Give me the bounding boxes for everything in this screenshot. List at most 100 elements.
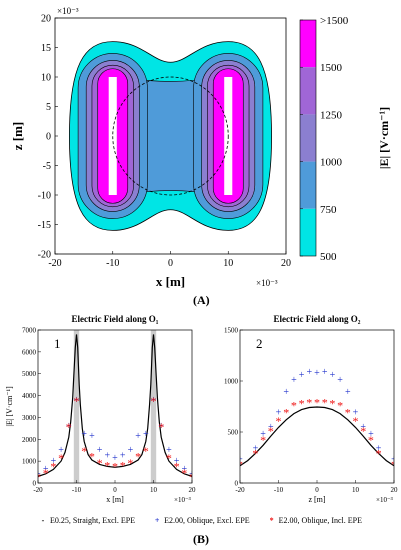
y-tick-label: 6000 [22,348,37,356]
marker-asterisk: * [276,414,282,428]
marker-plus: + [337,375,343,386]
legend-asterisk-symbol: * [269,515,274,525]
x-exponent: ×10⁻³ [376,496,393,504]
marker-plus: + [58,445,64,456]
contour-group [69,41,272,231]
marker-asterisk: * [158,420,164,434]
x-axis-label: x [m] [106,495,124,504]
marker-plus: + [299,370,305,381]
marker-asterisk: * [181,466,187,480]
marker-plus: + [283,387,289,398]
panel-a-heatmap: -20 -10 0 10 20 20 15 10 5 0 -5 -10 -15 -20 ×10⁻³ ×10⁻³… [10,6,391,289]
marker-plus: + [89,431,95,442]
marker-plus: + [306,367,312,378]
colorbar-segment [300,114,316,162]
y-tick-label: 2000 [22,436,37,444]
plot-background [38,330,192,483]
marker-plus: + [81,429,87,440]
y-tick-label: 1000 [22,458,37,466]
x-tick-label: -20 [235,486,245,494]
marker-plus: + [151,395,157,406]
panel-b2-plot: +++++++ + + + + + +++++++******* * * * * * ******* -2… [224,314,398,504]
marker-asterisk: * [58,451,64,465]
marker-plus: + [158,421,164,432]
x-tick-label: 0 [113,486,117,494]
marker-asterisk: * [337,398,343,412]
marker-asterisk: * [81,444,87,458]
marker-asterisk: * [322,395,328,409]
marker-asterisk: * [283,406,289,420]
y-tick-label: 0 [46,132,51,143]
marker-plus: + [51,456,57,467]
marker-asterisk: * [237,458,243,472]
marker-plus: + [376,443,382,454]
dashed-circle [112,76,229,196]
y-axis-label: z [m] [10,122,25,151]
x-axis-label: z [m] [308,495,325,504]
x-tick-label: -20 [48,258,61,269]
marker-plus: + [276,408,282,419]
electrode-band [150,330,157,483]
x-tick-label: 20 [281,258,291,269]
marker-asterisk: * [314,395,320,409]
marker-asterisk: * [189,470,195,484]
x-tick-label: 20 [189,486,197,494]
plot-title: Electric Field along O₂ [274,314,361,324]
marker-asterisk: * [151,394,157,408]
colorbar-segment [300,208,316,256]
marker-plus: + [135,431,141,442]
electrode-band [73,330,80,483]
marker-plus: + [104,451,110,462]
panel-a-label: (A) [193,293,210,307]
marker-plus: + [360,422,366,433]
marker-plus: + [97,445,103,456]
y-tick-label: -5 [43,161,51,172]
marker-asterisk: * [127,456,133,470]
plot-area: + ++++++ ++ + + + ++ ++++++ +* * ***** * * * * * * * *****… [35,330,195,484]
colorbar-segment [300,20,316,68]
colorbar-tick-label: 500 [320,251,337,263]
marker-plus: + [368,429,374,440]
colorbar-tick-label: 1000 [320,157,343,169]
colorbar-tick-label: 1500 [320,62,343,74]
y-tick-label: 4000 [22,392,37,400]
electrode-left [108,77,117,195]
marker-plus: + [35,469,41,480]
marker-plus: + [237,455,243,466]
legend-item-oblique-incl: * E2.00, Oblique, Incl. EPE [268,512,362,528]
marker-plus: + [128,445,134,456]
y-exponent: ×10⁻³ [57,6,79,16]
marker-asterisk: * [143,444,149,458]
marker-asterisk: * [368,433,374,447]
marker-plus: + [66,421,72,432]
marker-plus: + [353,408,359,419]
marker-asterisk: * [376,446,382,460]
marker-asterisk: * [345,406,351,420]
y-tick-label: 5 [46,102,51,113]
panel-number: 2 [256,336,263,351]
chart-legend: - E0.25, Straight, Excl. EPE + E2.00, Ob… [0,512,401,528]
marker-asterisk: * [50,460,56,474]
marker-asterisk: * [112,460,118,474]
marker-asterisk: * [360,424,366,438]
x-tick-label: 0 [168,258,173,269]
panel-b1-plot: + ++++++ ++ + + + ++ ++++++ +* * ***** * * * * * * * *****… [5,314,196,504]
marker-plus: + [120,451,126,462]
marker-plus: + [291,375,297,386]
x-axis-label: x [m] [156,274,185,289]
marker-plus: + [268,422,274,433]
series-line [240,406,394,467]
colorbar-tick-label: 1250 [320,109,343,121]
legend-line-symbol: - [41,515,45,525]
colorbar-segment [300,161,316,209]
x-tick-label: 10 [223,258,233,269]
colorbar-label: |E| [V·cm⁻¹] [377,107,391,169]
legend-label-straight: E0.25, Straight, Excl. EPE [50,515,136,525]
plot-area: +++++++ + + + + + +++++++******* * * * * * ******* [237,367,394,472]
marker-asterisk: * [166,451,172,465]
marker-asterisk: * [174,460,180,474]
x-tick-label: 10 [150,486,158,494]
x-tick-label: -10 [72,486,82,494]
x-tick-label: 10 [352,486,360,494]
marker-plus: + [322,367,328,378]
